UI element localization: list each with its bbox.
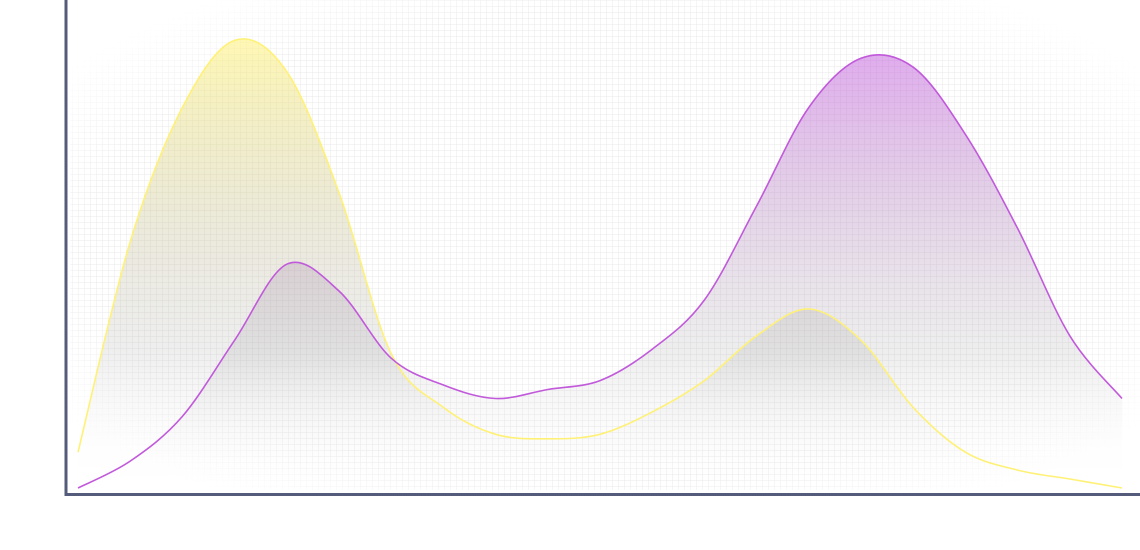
- series-layer: [77, 38, 1123, 489]
- series-2-area: [78, 54, 1122, 489]
- series-2-line: [77, 54, 1123, 489]
- series-1-line: [77, 38, 1123, 489]
